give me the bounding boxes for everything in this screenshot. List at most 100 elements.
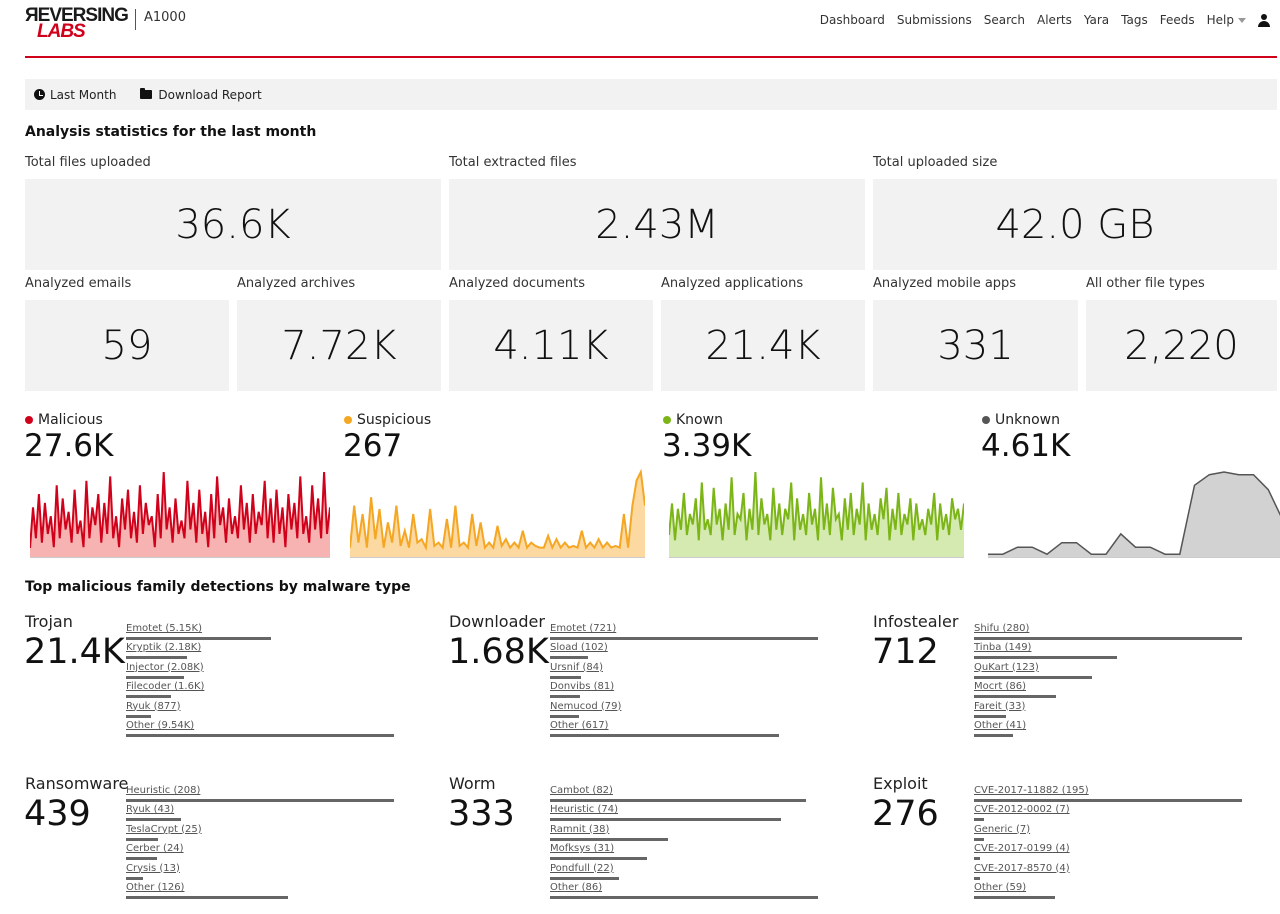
family-item[interactable]: Cerber (24) <box>126 843 426 862</box>
infostealer-total: 712 <box>872 632 939 672</box>
downloader-total: 1.68K <box>448 632 549 672</box>
period-button[interactable]: Last Month <box>34 88 116 102</box>
family-item-label: Other (59) <box>974 881 1027 893</box>
family-item[interactable]: Ryuk (877) <box>126 701 426 720</box>
worm-type-label: Worm <box>449 774 496 793</box>
family-item-bar <box>126 876 143 880</box>
known-sparkline <box>669 471 964 558</box>
family-item-bar <box>974 675 1092 679</box>
family-item-label: Ramnit (38) <box>550 823 610 835</box>
family-item-bar <box>550 675 581 679</box>
nav-yara[interactable]: Yara <box>1083 13 1110 27</box>
family-item[interactable]: Other (41) <box>974 720 1274 739</box>
family-item[interactable]: CVE-2017-8570 (4) <box>974 863 1274 882</box>
known-label-text: Known <box>676 412 723 428</box>
nav-submissions[interactable]: Submissions <box>896 13 972 27</box>
family-item-bar <box>974 733 1013 737</box>
family-item[interactable]: Pondfull (22) <box>550 863 850 882</box>
trojan-type-label: Trojan <box>25 612 73 631</box>
family-item[interactable]: Tinba (149) <box>974 642 1274 661</box>
family-item-label: Other (86) <box>550 881 603 893</box>
nav-search[interactable]: Search <box>983 13 1026 27</box>
exploit-family-list: CVE-2017-11882 (195) CVE-2012-0002 (7) Gen… <box>974 785 1274 901</box>
family-item[interactable]: CVE-2012-0002 (7) <box>974 804 1274 823</box>
family-item-label: Nemucod (79) <box>550 700 622 712</box>
family-item[interactable]: Shifu (280) <box>974 623 1274 642</box>
user-icon[interactable] <box>1258 13 1270 27</box>
chevron-down-icon <box>1238 18 1246 23</box>
suspicious-sparkline-line <box>350 468 645 552</box>
family-item-bar <box>974 637 1242 640</box>
family-item-bar <box>550 656 588 660</box>
family-item[interactable]: Ursnif (84) <box>550 662 850 681</box>
worm-total: 333 <box>448 794 515 834</box>
family-item[interactable]: Crysis (13) <box>126 863 426 882</box>
family-item[interactable]: Nemucod (79) <box>550 701 850 720</box>
nav-tags[interactable]: Tags <box>1121 13 1148 27</box>
family-item-bar <box>974 656 1117 660</box>
family-item-bar <box>550 695 580 699</box>
family-item[interactable]: TeslaCrypt (25) <box>126 824 426 843</box>
family-item[interactable]: Emotet (5.15K) <box>126 623 426 642</box>
app-header: ЯEVERSING LABS A1000 Dashboard Submissio… <box>0 0 1280 58</box>
family-item-bar <box>126 799 394 802</box>
applications-value: 21.4K <box>661 300 865 391</box>
family-item[interactable]: Fareit (33) <box>974 701 1274 720</box>
reversinglabs-logo[interactable]: ЯEVERSING LABS <box>25 5 129 42</box>
family-item[interactable]: Kryptik (2.18K) <box>126 642 426 661</box>
header-divider <box>25 56 1277 58</box>
family-item-bar <box>550 714 579 718</box>
family-item[interactable]: Heuristic (74) <box>550 804 850 823</box>
family-item-label: Mofksys (31) <box>550 843 615 855</box>
uploaded-size-label: Total uploaded size <box>873 155 998 170</box>
family-item-bar <box>974 695 1056 699</box>
family-item[interactable]: Donvibs (81) <box>550 681 850 700</box>
suspicious-count: 267 <box>343 428 403 464</box>
family-item[interactable]: Other (59) <box>974 882 1274 901</box>
nav-feeds[interactable]: Feeds <box>1159 13 1195 27</box>
family-item-label: Fareit (33) <box>974 700 1026 712</box>
family-item[interactable]: CVE-2017-11882 (195) <box>974 785 1274 804</box>
period-label: Last Month <box>50 87 117 102</box>
analysis-title: Analysis statistics for the last month <box>25 124 317 140</box>
family-item[interactable]: Heuristic (208) <box>126 785 426 804</box>
family-item-label: Other (617) <box>550 719 609 731</box>
family-item[interactable]: Generic (7) <box>974 824 1274 843</box>
nav-help[interactable]: Help <box>1207 13 1246 27</box>
family-item-label: Sload (102) <box>550 642 608 654</box>
family-item[interactable]: Other (9.54K) <box>126 720 426 739</box>
ransomware-total: 439 <box>24 794 91 834</box>
family-item[interactable]: Other (86) <box>550 882 850 901</box>
exploit-total: 276 <box>872 794 939 834</box>
download-report-button[interactable]: Download Report <box>140 88 262 102</box>
family-item[interactable]: Sload (102) <box>550 642 850 661</box>
nav-alerts[interactable]: Alerts <box>1037 13 1072 27</box>
family-item[interactable]: Other (126) <box>126 882 426 901</box>
main-nav: Dashboard Submissions Search Alerts Yara… <box>808 13 1270 27</box>
unknown-sparkline <box>988 471 1280 558</box>
family-item-bar <box>550 799 806 802</box>
mobile-apps-label: Analyzed mobile apps <box>873 276 1017 291</box>
family-item-bar <box>974 876 980 880</box>
family-item[interactable]: Ryuk (43) <box>126 804 426 823</box>
family-item[interactable]: Emotet (721) <box>550 623 850 642</box>
family-item[interactable]: Other (617) <box>550 720 850 739</box>
family-item[interactable]: Injector (2.08K) <box>126 662 426 681</box>
family-item[interactable]: Mofksys (31) <box>550 843 850 862</box>
malicious-sparkline <box>30 471 330 558</box>
known-verdict-label: Known <box>663 412 723 428</box>
unknown-sparkline-area <box>988 472 1280 558</box>
unknown-sparkline-line <box>988 471 1280 556</box>
family-item[interactable]: Ramnit (38) <box>550 824 850 843</box>
family-item[interactable]: Mocrt (86) <box>974 681 1274 700</box>
nav-dashboard[interactable]: Dashboard <box>819 13 885 27</box>
family-item[interactable]: Filecoder (1.6K) <box>126 681 426 700</box>
family-item[interactable]: Cambot (82) <box>550 785 850 804</box>
family-item-label: Other (126) <box>126 881 185 893</box>
family-item-label: Tinba (149) <box>974 642 1032 654</box>
family-item-bar <box>974 799 1242 802</box>
emails-label: Analyzed emails <box>25 276 132 291</box>
family-item[interactable]: QuKart (123) <box>974 662 1274 681</box>
family-item-label: Emotet (5.15K) <box>126 623 202 634</box>
family-item[interactable]: CVE-2017-0199 (4) <box>974 843 1274 862</box>
